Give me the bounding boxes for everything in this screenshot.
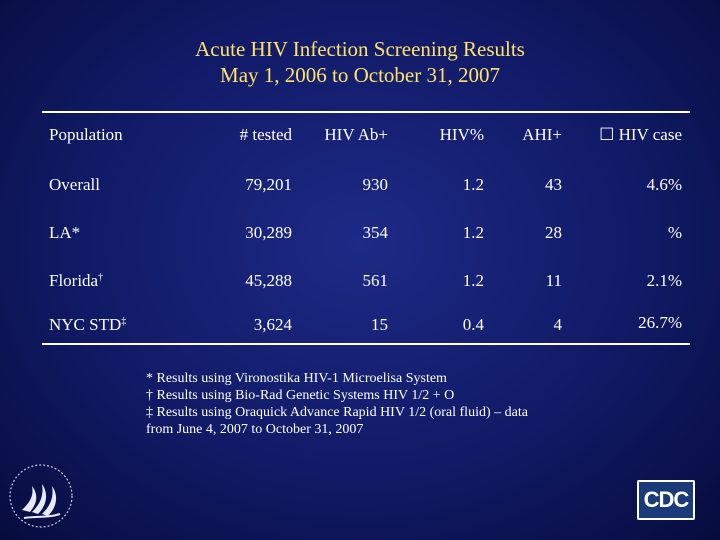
hhs-seal-icon xyxy=(9,464,73,528)
cdc-logo: CDC xyxy=(637,480,695,520)
row-nyc-std-tested: 3,624 xyxy=(253,315,292,334)
header-ahi: AHI+ xyxy=(522,125,562,144)
row-overall-pct: 1.2 xyxy=(462,175,484,194)
row-overall-population: Overall xyxy=(49,175,100,194)
row-florida-ab: 561 xyxy=(362,271,389,290)
row-nyc-std-population: NYC STD‡ xyxy=(49,315,127,334)
header-hiv-pct: HIV% xyxy=(439,125,484,144)
header-hiv-ab: HIV Ab+ xyxy=(324,125,388,144)
slide-title-line2: May 1, 2006 to October 31, 2007 xyxy=(220,63,500,87)
row-florida-hivcase: 2.1% xyxy=(646,271,682,290)
table-bottom-rule xyxy=(42,343,690,345)
table-top-rule xyxy=(42,111,690,113)
row-florida-tested: 45,288 xyxy=(245,271,292,290)
row-nyc-std-pct: 0.4 xyxy=(462,315,484,334)
row-la-ahi: 28 xyxy=(545,223,562,242)
row-la-ab: 354 xyxy=(362,223,389,242)
header-hiv-case: ☐ HIV case xyxy=(599,125,682,144)
header-population: Population xyxy=(49,125,123,144)
row-overall-ahi: 43 xyxy=(545,175,562,194)
row-nyc-std-hivcase: 26.7% xyxy=(638,313,682,332)
row-la-pct: 1.2 xyxy=(462,223,484,242)
footnote-2: † Results using Bio-Rad Genetic Systems … xyxy=(146,388,455,403)
row-la-tested: 30,289 xyxy=(245,223,292,242)
slide-title-line1: Acute HIV Infection Screening Results xyxy=(195,37,525,61)
row-florida-pct: 1.2 xyxy=(462,271,484,290)
footnote-4: from June 4, 2007 to October 31, 2007 xyxy=(146,422,364,437)
row-florida-population: Florida† xyxy=(49,271,104,290)
row-la-population: LA* xyxy=(49,223,81,242)
row-florida-ahi: 11 xyxy=(545,271,562,290)
row-nyc-std-ahi: 4 xyxy=(553,315,563,334)
row-la-hivcase: % xyxy=(667,223,682,242)
footnote-1: * Results using Vironostika HIV-1 Microe… xyxy=(146,371,447,386)
cdc-logo-text: CDC xyxy=(639,482,693,518)
row-overall-tested: 79,201 xyxy=(245,175,292,194)
footnote-3: ‡ Results using Oraquick Advance Rapid H… xyxy=(146,405,528,420)
header-tested: # tested xyxy=(239,125,292,144)
row-nyc-std-ab: 15 xyxy=(371,315,388,334)
row-overall-ab: 930 xyxy=(362,175,389,194)
row-overall-hivcase: 4.6% xyxy=(646,175,682,194)
